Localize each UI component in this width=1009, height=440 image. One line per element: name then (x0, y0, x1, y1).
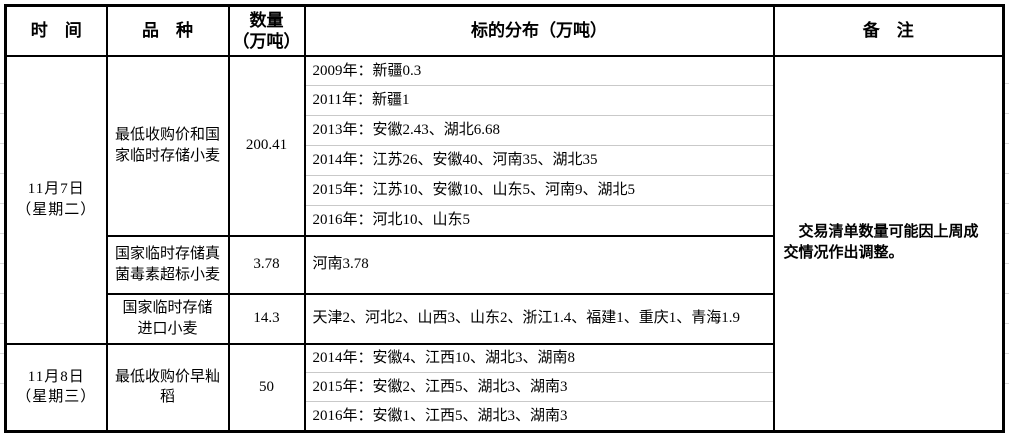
distribution-cell: 2014年：安徽4、江西10、湖北3、湖南8 (303, 343, 775, 373)
margin-gridline-stubs-left (0, 55, 4, 407)
distribution-cell: 2015年：江苏10、安徽10、山东5、河南9、湖北5 (303, 175, 775, 206)
table-row: 2014年：江苏26、安徽40、河南35、湖北35 (6, 145, 1004, 176)
distribution-cell: 2014年：江苏26、安徽40、河南35、湖北35 (303, 145, 775, 176)
date-cell: 11月8日 （星期三） (4, 343, 108, 433)
quantity-cell: 50 (227, 343, 306, 433)
distribution-cell: 2009年：新疆0.3 (303, 55, 775, 86)
quantity-cell: 14.3 (227, 293, 306, 345)
header-quantity: 数量 （万吨） (227, 4, 306, 57)
distribution-cell: 2016年：安徽1、江西5、湖北3、湖南3 (303, 401, 775, 433)
table-row: 2015年：安徽2、江西5、湖北3、湖南3 (6, 372, 1004, 402)
table-row: 国家临时存储 进口小麦 14.3 天津2、河北2、山西3、山东2、浙江1.4、福建1… (6, 293, 1004, 345)
margin-gridline-stubs-right (1005, 55, 1009, 407)
header-distribution: 标的分布（万吨） (303, 4, 775, 57)
distribution-cell: 2016年：河北10、山东5 (303, 205, 775, 237)
table-row: 国家临时存储真 菌毒素超标小麦 3.78 河南3.78 (6, 235, 1004, 295)
distribution-cell: 天津2、河北2、山西3、山东2、浙江1.4、福建1、重庆1、青海1.9 (303, 293, 775, 345)
date-cell: 11月7日 （星期二） (4, 55, 108, 345)
table-row: 2013年：安徽2.43、湖北6.68 (6, 115, 1004, 146)
table-row: 11月7日 （星期二） 最低收购价和国 家临时存储小麦 200.41 2009年：新疆… (4, 55, 1005, 433)
header-row: 时 间 品 种 数量 （万吨） 标的分布（万吨） 备 注 (4, 4, 1005, 57)
header-remark: 备 注 (772, 4, 1005, 57)
remark-text: 交易清单数量可能因上周成交情况作出调整。 (783, 224, 979, 262)
variety-cell: 最低收购价和国 家临时存储小麦 (105, 55, 230, 237)
distribution-cell: 2013年：安徽2.43、湖北6.68 (303, 115, 775, 146)
variety-cell: 最低收购价早籼 稻 (105, 343, 230, 433)
table-row: 2016年：河北10、山东5 (6, 205, 1004, 237)
table-row: 11月8日 （星期三） 最低收购价早籼 稻 50 2014年：安徽4、江西10、湖北3… (4, 343, 1004, 433)
table-row: 2016年：安徽1、江西5、湖北3、湖南3 (6, 401, 1004, 433)
table-body: 11月7日 （星期二） 最低收购价和国 家临时存储小麦 200.41 2009年：新疆… (4, 55, 1005, 433)
table-row: 2015年：江苏10、安徽10、山东5、河南9、湖北5 (6, 175, 1004, 206)
distribution-cell: 2011年：新疆1 (303, 85, 775, 116)
quantity-cell: 3.78 (227, 235, 306, 295)
distribution-cell: 2015年：安徽2、江西5、湖北3、湖南3 (303, 372, 775, 402)
table-row: 2011年：新疆1 (6, 85, 1004, 116)
distribution-cell: 河南3.78 (303, 235, 775, 295)
auction-schedule-table: 时 间 品 种 数量 （万吨） 标的分布（万吨） 备 注 11月7日 （星期二）… (4, 4, 1005, 433)
quantity-cell: 200.41 (227, 55, 306, 237)
header-variety: 品 种 (105, 4, 230, 57)
variety-cell: 国家临时存储真 菌毒素超标小麦 (105, 235, 230, 295)
header-time: 时 间 (4, 4, 108, 57)
variety-cell: 国家临时存储 进口小麦 (105, 293, 230, 345)
remark-cell: 交易清单数量可能因上周成交情况作出调整。 (772, 55, 1005, 433)
